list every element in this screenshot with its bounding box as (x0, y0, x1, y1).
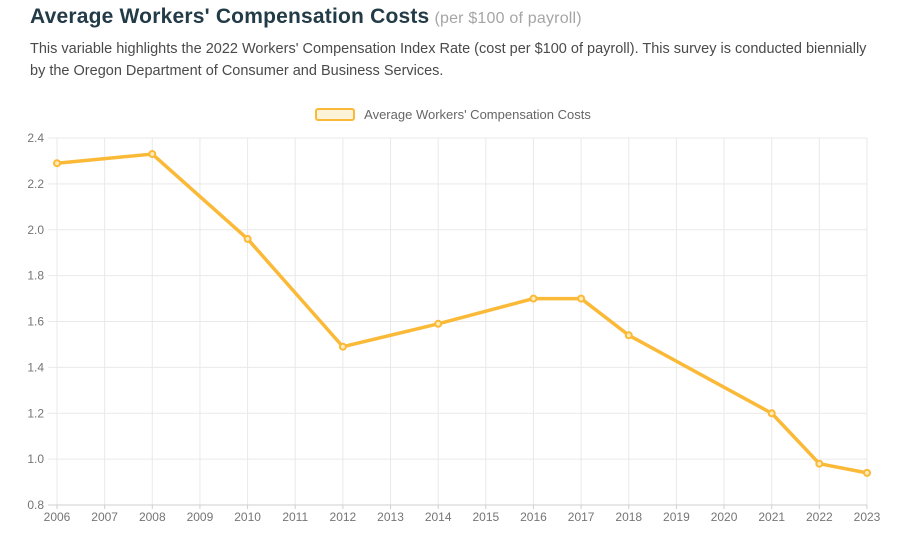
data-point[interactable] (577, 294, 586, 303)
x-tick-label: 2011 (282, 510, 308, 524)
y-tick-label: 1.4 (27, 360, 44, 374)
x-tick-label: 2007 (91, 510, 118, 524)
legend-label: Average Workers' Compensation Costs (364, 107, 591, 122)
data-point[interactable] (338, 342, 347, 351)
legend-swatch-icon (315, 108, 356, 121)
description: This variable highlights the 2022 Worker… (30, 41, 867, 79)
x-tick-label: 2022 (806, 510, 833, 524)
data-point[interactable] (815, 459, 824, 468)
data-point[interactable] (863, 468, 871, 477)
x-tick-label: 2013 (377, 510, 404, 524)
y-tick-label: 1.0 (27, 452, 44, 466)
data-point[interactable] (243, 234, 252, 243)
x-tick-label: 2015 (472, 510, 499, 524)
x-tick-label: 2012 (330, 510, 357, 524)
y-tick-label: 1.6 (27, 315, 44, 329)
x-tick-label: 2020 (711, 510, 738, 524)
y-tick-label: 0.8 (27, 498, 44, 512)
x-tick-label: 2009 (187, 510, 214, 524)
x-tick-label: 2023 (854, 510, 881, 524)
data-point[interactable] (624, 331, 633, 340)
data-point[interactable] (434, 319, 443, 328)
x-tick-label: 2010 (234, 510, 261, 524)
x-tick-label: 2008 (139, 510, 166, 524)
data-point[interactable] (529, 294, 538, 303)
line-chart: 0.8 1.0 1.2 1.4 1.6 1.8 2.0 2.2 2.4 2006 2007 2008 2… (27, 131, 881, 524)
data-point[interactable] (53, 159, 61, 168)
y-tick-label: 2.0 (27, 223, 44, 237)
page-title-text: Average Workers' Compensation Costs (30, 5, 430, 28)
x-tick-label: 2014 (425, 510, 452, 524)
x-tick-label: 2016 (520, 510, 547, 524)
page-title: Average Workers' Compensation Costs (per … (30, 5, 582, 28)
header: Average Workers' Compensation Costs (per … (30, 5, 886, 29)
y-tick-label: 2.2 (27, 177, 44, 191)
y-tick-label: 1.8 (27, 269, 44, 283)
x-tick-label: 2006 (44, 510, 71, 524)
y-tick-label: 1.2 (27, 406, 44, 420)
x-tick-label: 2019 (663, 510, 690, 524)
x-tick-label: 2021 (758, 510, 785, 524)
chart-legend: Average Workers' Compensation Costs (0, 107, 906, 122)
y-tick-label: 2.4 (27, 131, 44, 145)
x-tick-label: 2017 (568, 510, 595, 524)
x-tick-label: 2018 (615, 510, 642, 524)
legend-item[interactable]: Average Workers' Compensation Costs (315, 107, 591, 122)
series-line (55, 152, 869, 475)
data-point[interactable] (767, 409, 776, 418)
data-point[interactable] (148, 150, 157, 159)
page-subtitle: (per $100 of payroll) (434, 10, 582, 27)
